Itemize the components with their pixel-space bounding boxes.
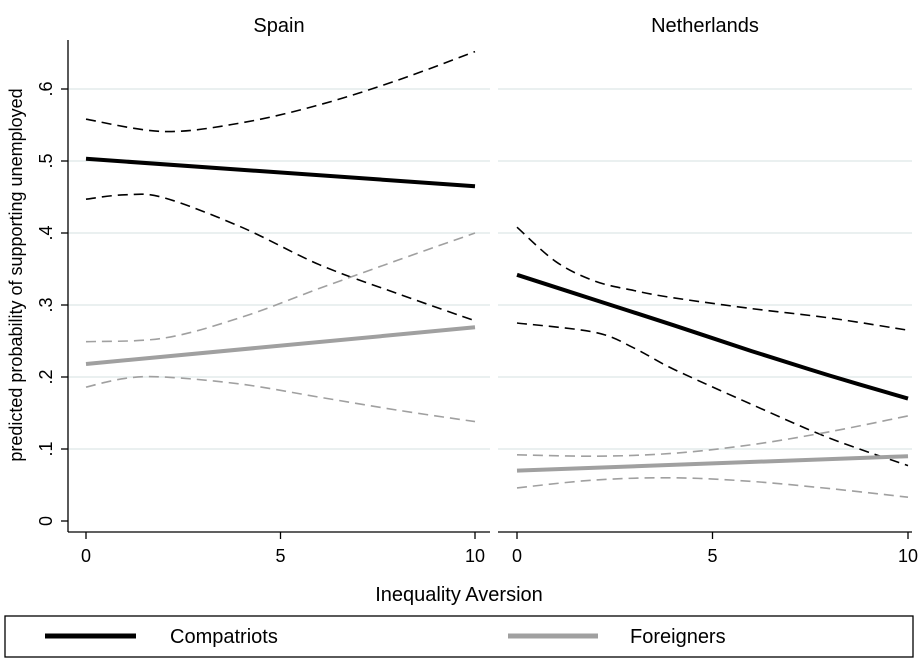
y-tick-label: .4 xyxy=(36,225,56,240)
series-foreigners-ci-line-spain xyxy=(85,375,476,423)
x-tick-label: 10 xyxy=(898,546,918,566)
y-tick-label: .2 xyxy=(36,369,56,384)
panel-title-spain: Spain xyxy=(253,15,304,37)
y-tick-label: .1 xyxy=(36,441,56,456)
series-foreigners-line-netherlands xyxy=(516,454,909,473)
y-tick-label: .5 xyxy=(36,153,56,168)
series-compatriots-line-spain xyxy=(85,156,476,189)
x-tick-label: 0 xyxy=(81,546,91,566)
legend-label-compatriots: Compatriots xyxy=(170,626,278,648)
legend-box xyxy=(4,615,914,658)
legend: Compatriots Foreigners xyxy=(4,615,914,658)
x-tick-label: 10 xyxy=(465,546,485,566)
panels-layer: Spain 0 5 10 0 .1 .2 .3 .4 .5 .6 Netherlands 0 5 10 xyxy=(36,15,918,566)
y-tick-label: .3 xyxy=(36,297,56,312)
x-tick-label: 5 xyxy=(707,546,717,566)
panel-spain: Spain 0 5 10 0 .1 .2 .3 .4 .5 .6 xyxy=(36,15,490,566)
series-compatriots-ci-line-spain xyxy=(85,193,476,322)
series-foreigners-line-spain xyxy=(85,325,476,366)
x-tick-label: 0 xyxy=(512,546,522,566)
y-axis-title: predicted probability of supporting unem… xyxy=(6,88,26,461)
series-foreigners-ci-line-netherlands xyxy=(516,415,909,458)
x-tick-label: 5 xyxy=(275,546,285,566)
series-compatriots-ci-line-netherlands xyxy=(516,226,909,331)
series-compatriots-ci-line-spain xyxy=(85,50,476,133)
panel-title-netherlands: Netherlands xyxy=(651,15,759,37)
series-foreigners-ci-line-netherlands xyxy=(516,476,909,498)
series-foreigners-ci-line-spain xyxy=(85,232,476,343)
y-tick-label: 0 xyxy=(36,516,56,526)
legend-label-foreigners: Foreigners xyxy=(630,626,726,648)
x-axis-title: Inequality Aversion xyxy=(375,584,543,606)
series-compatriots-line-netherlands xyxy=(516,272,909,401)
y-tick-label: .6 xyxy=(36,81,56,96)
series-compatriots-ci-line-netherlands xyxy=(516,322,909,467)
panel-netherlands: Netherlands 0 5 10 xyxy=(498,15,918,566)
